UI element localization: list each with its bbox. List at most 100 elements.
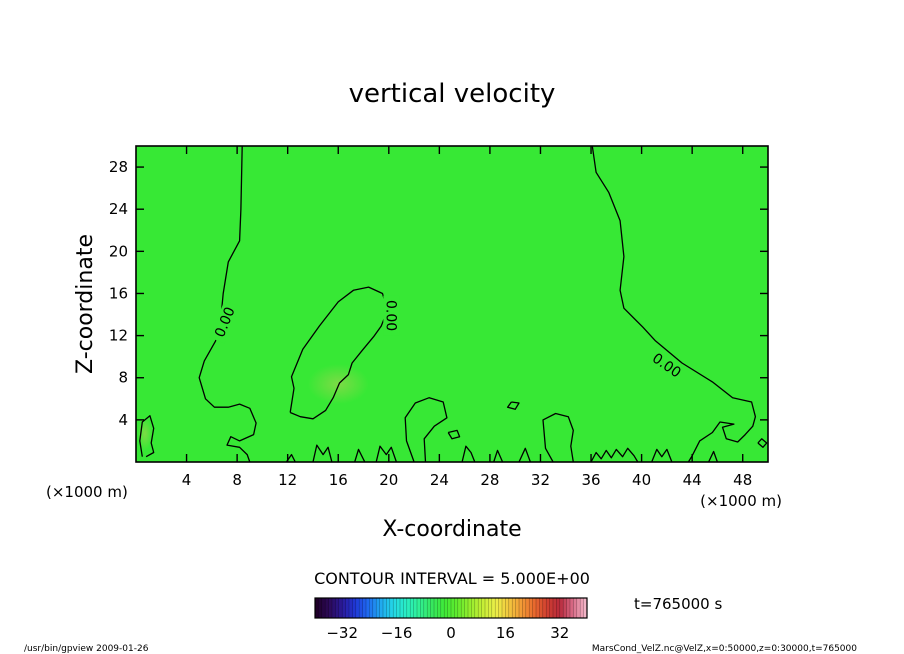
colorbar-cell-8 bbox=[342, 598, 346, 618]
contour-line-5 bbox=[404, 397, 448, 462]
x-tick-label-44: 44 bbox=[683, 471, 702, 489]
colorbar-cell-74 bbox=[566, 598, 571, 618]
colorbar-cell-2 bbox=[321, 598, 326, 618]
contour-line-14 bbox=[289, 286, 389, 420]
x-tick-label-48: 48 bbox=[733, 471, 752, 489]
contour-line-7 bbox=[493, 449, 504, 462]
colorbar-cell-67 bbox=[542, 598, 547, 618]
contour-line-17 bbox=[757, 438, 768, 448]
colorbar-cell-58 bbox=[512, 598, 516, 618]
chart-title: vertical velocity bbox=[349, 79, 556, 109]
contour-line-6 bbox=[461, 445, 476, 462]
colorbar-cell-7 bbox=[338, 598, 343, 618]
contour-line-3 bbox=[354, 448, 366, 462]
time-readout: t=765000 s bbox=[634, 595, 722, 613]
colorbar-cell-0 bbox=[315, 598, 319, 618]
warm-spot-0 bbox=[137, 416, 153, 451]
colorbar bbox=[314, 597, 588, 619]
contour-line-18 bbox=[139, 415, 155, 458]
colorbar-cell-11 bbox=[352, 598, 357, 618]
x-axis-label: X-coordinate bbox=[382, 517, 521, 542]
colorbar-cell-13 bbox=[359, 598, 363, 618]
colorbar-cell-10 bbox=[349, 598, 353, 618]
contour-line-2 bbox=[312, 444, 333, 462]
colorbar-cell-6 bbox=[335, 598, 340, 618]
y-tick-label-12: 12 bbox=[109, 327, 128, 345]
x-tick-labels: 4 8 12 16 20 24 28 32 36 40 44 48 bbox=[182, 471, 752, 489]
warm-spot-1 bbox=[307, 364, 369, 405]
x-unit-right: (×1000 m) bbox=[700, 492, 782, 510]
colorbar-tick-labels: −32 −16 0 16 32 bbox=[326, 624, 569, 642]
colorbar-cell-59 bbox=[515, 598, 520, 618]
colorbar-frame bbox=[314, 597, 588, 619]
colorbar-cell-73 bbox=[563, 598, 567, 618]
x-tick-label-24: 24 bbox=[430, 471, 449, 489]
colorbar-cell-32 bbox=[423, 598, 428, 618]
y-tick-labels: 4 8 12 16 20 24 28 bbox=[109, 158, 128, 429]
colorbar-cell-70 bbox=[553, 598, 557, 618]
colorbar-cell-30 bbox=[417, 598, 421, 618]
colorbar-cell-78 bbox=[580, 598, 584, 618]
colorbar-cell-53 bbox=[495, 598, 499, 618]
x-tick-label-8: 8 bbox=[232, 471, 242, 489]
colorbar-cell-39 bbox=[447, 598, 452, 618]
colorbar-cell-65 bbox=[536, 598, 540, 618]
colorbar-cell-68 bbox=[546, 598, 550, 618]
y-tick-label-16: 16 bbox=[109, 284, 128, 302]
x-tick-label-36: 36 bbox=[581, 471, 600, 489]
colorbar-cell-54 bbox=[498, 598, 503, 618]
contour-line-15 bbox=[506, 401, 520, 410]
x-unit-left: (×1000 m) bbox=[46, 483, 128, 501]
colorbar-cell-26 bbox=[403, 598, 408, 618]
colorbar-cell-69 bbox=[549, 598, 554, 618]
colorbar-cell-21 bbox=[386, 598, 391, 618]
colorbar-cell-29 bbox=[413, 598, 418, 618]
colorbar-cell-37 bbox=[440, 598, 445, 618]
colorbar-cell-20 bbox=[383, 598, 387, 618]
colorbar-cell-60 bbox=[519, 598, 523, 618]
x-tick-label-40: 40 bbox=[632, 471, 651, 489]
contour-label-bg-2 bbox=[645, 347, 688, 384]
colorbar-cell-9 bbox=[345, 598, 350, 618]
y-tick-label-24: 24 bbox=[109, 200, 128, 218]
colorbar-cell-15 bbox=[366, 598, 370, 618]
colorbar-cell-31 bbox=[420, 598, 425, 618]
warm-spot-layer bbox=[137, 364, 369, 451]
contour-line-12 bbox=[708, 450, 719, 462]
colorbar-cell-52 bbox=[491, 598, 496, 618]
colorbar-cell-64 bbox=[532, 598, 537, 618]
contour-line-9 bbox=[542, 412, 574, 462]
colorbar-cell-55 bbox=[502, 598, 506, 618]
colorbar-cell-12 bbox=[355, 598, 360, 618]
colorbar-cell-51 bbox=[488, 598, 493, 618]
contour-line-4 bbox=[375, 445, 398, 462]
y-tick-label-8: 8 bbox=[118, 369, 128, 387]
contour-line-13 bbox=[591, 146, 757, 462]
colorbar-tick-label-16: 16 bbox=[496, 624, 515, 642]
colorbar-cell-1 bbox=[318, 598, 323, 618]
x-tick-label-12: 12 bbox=[278, 471, 297, 489]
colorbar-cell-40 bbox=[451, 598, 455, 618]
colorbar-cell-28 bbox=[410, 598, 414, 618]
colorbar-cell-27 bbox=[406, 598, 411, 618]
colorbar-cell-75 bbox=[570, 598, 574, 618]
colorbar-cell-24 bbox=[396, 598, 401, 618]
tick-layer bbox=[136, 146, 768, 462]
x-tick-label-32: 32 bbox=[531, 471, 550, 489]
colorbar-cell-42 bbox=[457, 598, 462, 618]
x-tick-label-4: 4 bbox=[182, 471, 192, 489]
colorbar-cell-18 bbox=[376, 598, 380, 618]
colorbar-tick-label--16: −16 bbox=[381, 624, 413, 642]
colorbar-cell-17 bbox=[372, 598, 377, 618]
colorbar-tick-label--32: −32 bbox=[326, 624, 358, 642]
colorbar-cell-35 bbox=[434, 598, 438, 618]
colorbar-cell-46 bbox=[471, 598, 476, 618]
footer-right: MarsCond_VelZ.nc@VelZ,x=0:50000,z=0:3000… bbox=[592, 644, 857, 654]
colorbar-cell-57 bbox=[508, 598, 513, 618]
contour-line-0 bbox=[198, 146, 257, 462]
contour-line-8 bbox=[518, 447, 532, 462]
contour-line-16 bbox=[447, 429, 461, 440]
colorbar-cell-44 bbox=[464, 598, 469, 618]
colorbar-cell-50 bbox=[485, 598, 489, 618]
colorbar-cell-38 bbox=[444, 598, 448, 618]
